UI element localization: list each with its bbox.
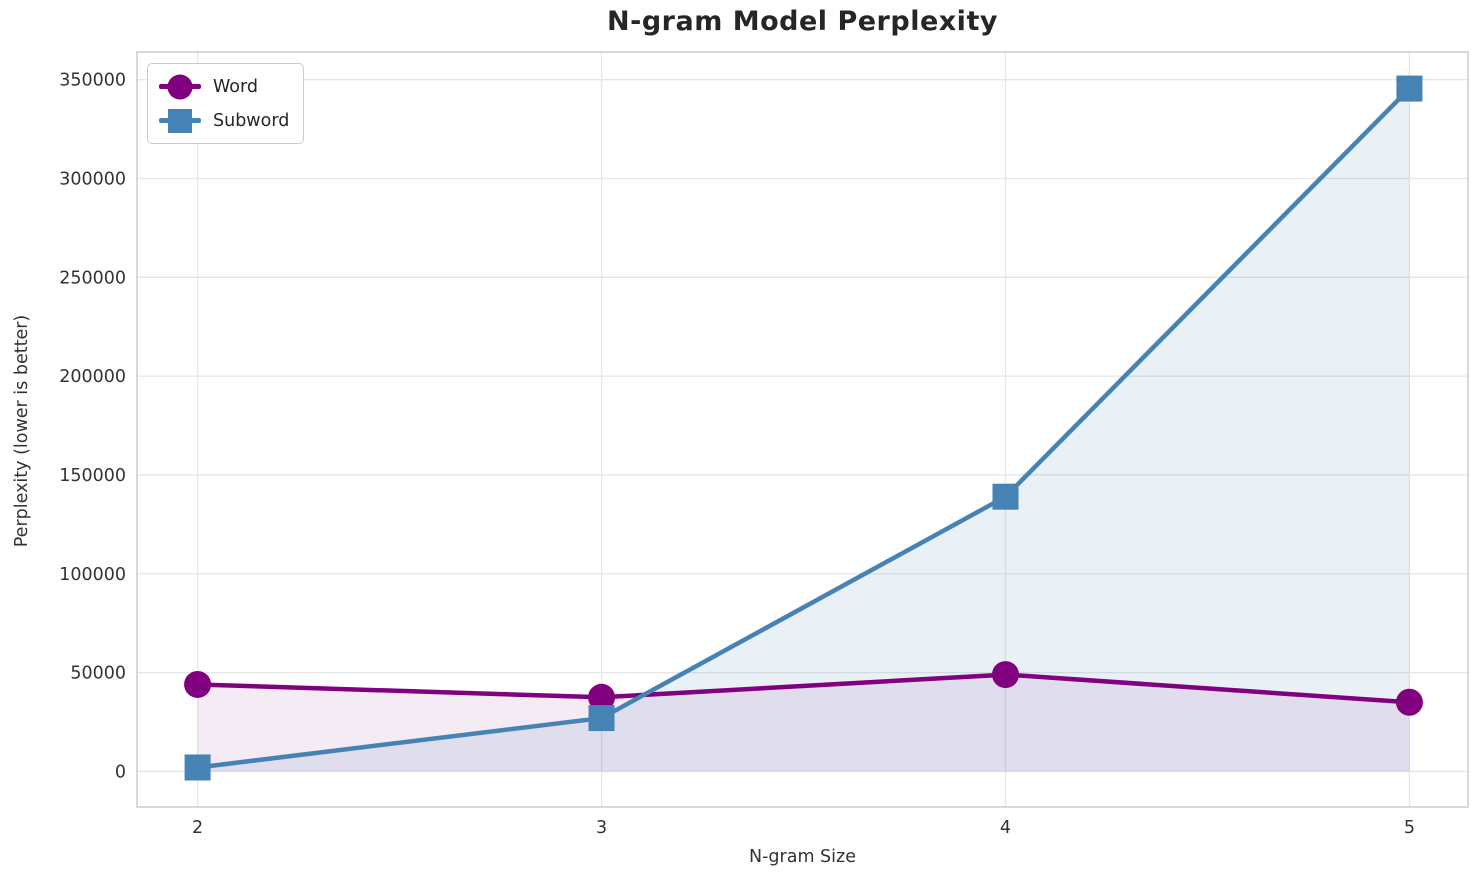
y-tick-label: 200000 xyxy=(59,367,126,387)
legend-sample-square xyxy=(159,107,201,134)
x-tick-label: 3 xyxy=(596,818,607,838)
data-point-word xyxy=(1395,688,1423,716)
circle-marker-icon xyxy=(167,74,193,99)
data-point-word xyxy=(991,661,1019,689)
area-fill-word xyxy=(197,674,1410,772)
y-tick-label: 100000 xyxy=(59,565,126,585)
area-fill-subword xyxy=(197,88,1410,772)
y-tick-label: 150000 xyxy=(59,466,126,486)
data-point-subword xyxy=(992,483,1019,510)
legend-item-subword: Subword xyxy=(159,107,289,134)
plot-border xyxy=(136,51,1469,808)
y-tick-label: 250000 xyxy=(59,268,126,288)
chart-title: N-gram Model Perplexity xyxy=(607,6,998,37)
square-marker-icon xyxy=(168,108,192,133)
x-axis-label: N-gram Size xyxy=(749,847,856,867)
y-tick-label: 50000 xyxy=(70,664,126,684)
x-tick-label: 5 xyxy=(1404,818,1415,838)
y-axis-label: Perplexity (lower is better) xyxy=(12,314,32,548)
series-line-word xyxy=(195,672,1412,705)
data-point-word xyxy=(588,683,616,711)
data-point-subword xyxy=(184,754,211,781)
data-point-subword xyxy=(1396,75,1423,102)
x-tick-label: 4 xyxy=(1000,818,1011,838)
data-point-word xyxy=(184,670,212,698)
legend-sample-circle xyxy=(159,73,201,100)
legend-item-word: Word xyxy=(159,73,289,100)
y-tick-label: 0 xyxy=(115,762,126,782)
y-tick-label: 350000 xyxy=(59,71,126,91)
series-line-subword xyxy=(195,86,1412,770)
legend-label: Word xyxy=(213,76,258,97)
x-tick-label: 2 xyxy=(192,818,203,838)
data-point-subword xyxy=(588,705,615,732)
legend: Word Subword xyxy=(147,63,305,144)
legend-label: Subword xyxy=(213,110,290,131)
y-tick-label: 300000 xyxy=(59,169,126,189)
